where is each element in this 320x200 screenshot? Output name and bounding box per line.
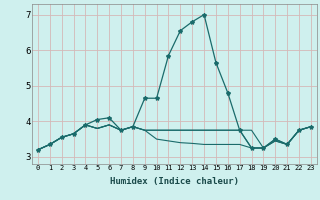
X-axis label: Humidex (Indice chaleur): Humidex (Indice chaleur) — [110, 177, 239, 186]
